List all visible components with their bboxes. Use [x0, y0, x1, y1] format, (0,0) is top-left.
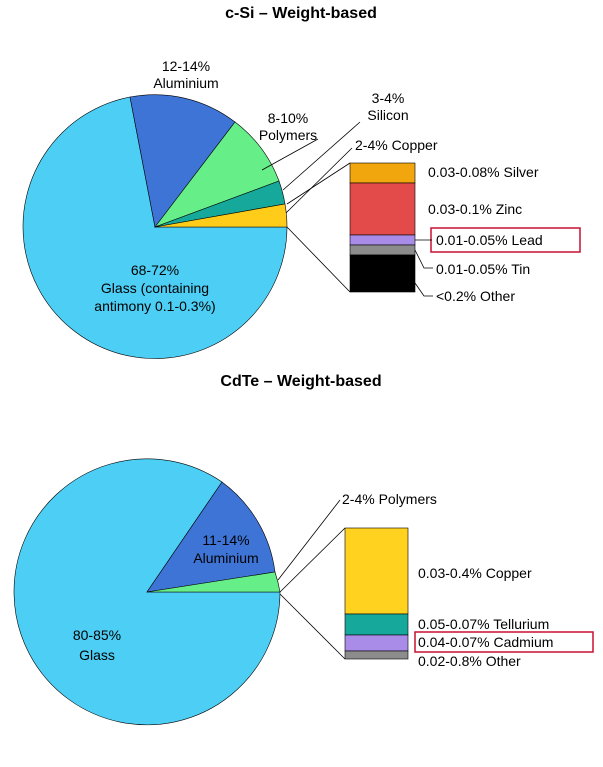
cdte-bar-other	[344, 650, 409, 660]
cdte-cadmium-highlight-box	[414, 631, 594, 653]
cdte-polymers-label: 2-4% Polymers	[342, 491, 437, 507]
csi-silicon-leader	[282, 121, 361, 191]
cdte-bar-other-label: 0.02-0.8% Other	[418, 653, 521, 669]
csi-glass-name: Glass (containing	[101, 280, 209, 296]
csi-polymers-leader	[261, 138, 319, 171]
cdte-connector-bottom	[279, 593, 346, 660]
csi-title: c-Si – Weight-based	[225, 5, 377, 22]
csi-breakdown-bar	[349, 162, 416, 293]
cdte-bar-copper-label: 0.03-0.4% Copper	[418, 565, 532, 581]
csi-glass-pct: 68-72%	[131, 262, 179, 278]
csi-polymers-name: Polymers	[259, 127, 317, 143]
csi-bar-silver	[349, 162, 416, 184]
cdte-bar-copper	[344, 527, 409, 615]
cdte-aluminium-pct: 11-14%	[202, 532, 249, 548]
cdte-bar-cadmium-label: 0.04-0.07% Cadmium	[418, 634, 553, 650]
csi-slice-copper	[154, 203, 288, 228]
csi-bar-other	[349, 254, 416, 293]
csi-connector-top	[286, 162, 351, 205]
cdte-title: CdTe – Weight-based	[220, 373, 381, 390]
csi-copper-label: 2-4% Copper	[355, 137, 438, 153]
csi-bar-other-label: <0.2% Other	[436, 288, 515, 304]
csi-bar-lead	[349, 234, 416, 246]
cdte-glass-pct: 80-85%	[73, 627, 121, 643]
csi-silicon-name: Silicon	[367, 107, 408, 123]
csi-bar-tin	[349, 244, 416, 256]
csi-bar-silver-label: 0.03-0.08% Silver	[428, 164, 539, 180]
csi-chart: c-Si – Weight-based 12-14% Aluminium 8-1…	[22, 5, 581, 359]
cdte-connector-top	[279, 527, 346, 593]
cdte-polymers-leader	[277, 499, 341, 581]
csi-pie	[22, 94, 288, 359]
cdte-pie	[13, 458, 281, 726]
csi-connector-bottom	[286, 226, 351, 293]
cdte-aluminium-name: Aluminium	[193, 550, 258, 566]
csi-polymers-pct: 8-10%	[268, 110, 308, 126]
csi-bar-lead-label: 0.01-0.05% Lead	[436, 232, 543, 248]
csi-silicon-pct: 3-4%	[372, 90, 405, 106]
csi-bar-tin-label: 0.01-0.05% Tin	[436, 261, 530, 277]
cdte-slice-aluminium	[146, 481, 276, 593]
cdte-bar-tellurium-label: 0.05-0.07% Tellurium	[418, 616, 549, 632]
csi-bar-zinc-label: 0.03-0.1% Zinc	[428, 201, 522, 217]
cdte-chart: CdTe – Weight-based 11-14% Aluminium 80-…	[13, 373, 594, 726]
csi-aluminium-name: Aluminium	[153, 75, 218, 91]
csi-tin-tick	[414, 249, 433, 269]
csi-bar-zinc	[349, 182, 416, 236]
csi-slice-aluminium	[129, 94, 236, 228]
csi-slice-glass	[22, 96, 288, 359]
csi-copper-leader	[285, 147, 353, 214]
cdte-glass-name: Glass	[79, 647, 115, 663]
csi-glass-note: antimony 0.1-0.3%)	[94, 298, 215, 314]
cdte-bar-cadmium	[344, 634, 409, 652]
cdte-breakdown-bar	[344, 527, 409, 660]
csi-aluminium-pct: 12-14%	[162, 58, 210, 74]
cdte-bar-tellurium	[344, 613, 409, 636]
csi-other-tick	[414, 282, 433, 297]
